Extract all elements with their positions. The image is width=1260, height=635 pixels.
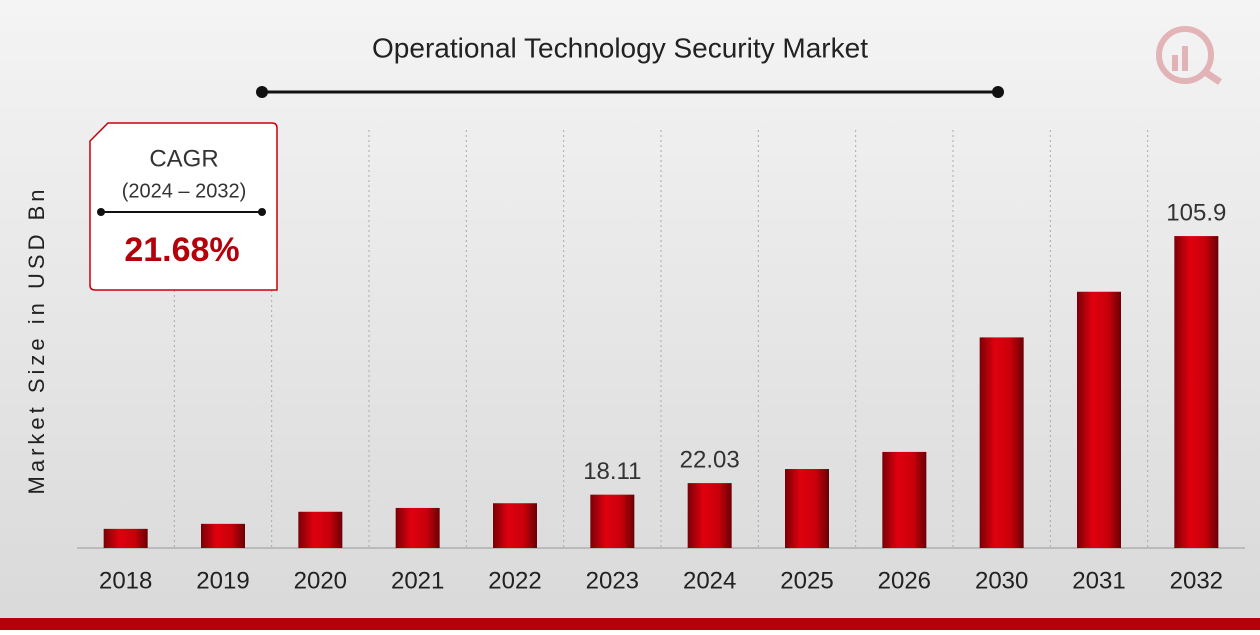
x-tick-label: 2026: [878, 567, 931, 594]
bar: [395, 507, 440, 548]
x-tick-label: 2031: [1072, 567, 1125, 594]
x-tick-label: 2032: [1170, 567, 1223, 594]
x-tick-label: 2024: [683, 567, 736, 594]
y-axis-label: Market Size in USD Bn: [24, 186, 49, 495]
bar: [687, 483, 732, 548]
cagr-box: [89, 122, 278, 291]
rule-dot: [992, 86, 1004, 98]
logo: [1156, 26, 1222, 85]
x-tick-label: 2030: [975, 567, 1028, 594]
bar: [103, 528, 148, 548]
x-tick-label: 2021: [391, 567, 444, 594]
cagr-value: 21.68%: [124, 231, 239, 269]
bar: [1174, 236, 1219, 549]
x-tick-label: 2025: [780, 567, 833, 594]
rule-dot: [258, 208, 266, 216]
x-tick-label: 2020: [294, 567, 347, 594]
x-tick-label: 2022: [488, 567, 541, 594]
rule-dot: [256, 86, 268, 98]
x-tick-label: 2023: [586, 567, 639, 594]
value-label: 105.9: [1166, 199, 1226, 226]
value-label: 22.03: [680, 446, 740, 473]
x-tick-label: 2019: [196, 567, 249, 594]
bar: [882, 451, 927, 548]
footer-stripe: [0, 618, 1260, 630]
bar: [590, 494, 635, 548]
chart-title: Operational Technology Security Market: [372, 32, 868, 63]
bar: [1077, 291, 1121, 548]
x-tick-label: 2018: [99, 567, 152, 594]
cagr-period: (2024 – 2032): [122, 180, 247, 202]
value-label: 18.11: [583, 458, 641, 485]
bar: [785, 469, 829, 548]
rule-dot: [97, 208, 105, 216]
bar: [201, 523, 245, 548]
bar: [493, 503, 537, 548]
cagr-heading: CAGR: [149, 145, 218, 172]
bar: [298, 511, 343, 548]
bar: [979, 337, 1024, 548]
